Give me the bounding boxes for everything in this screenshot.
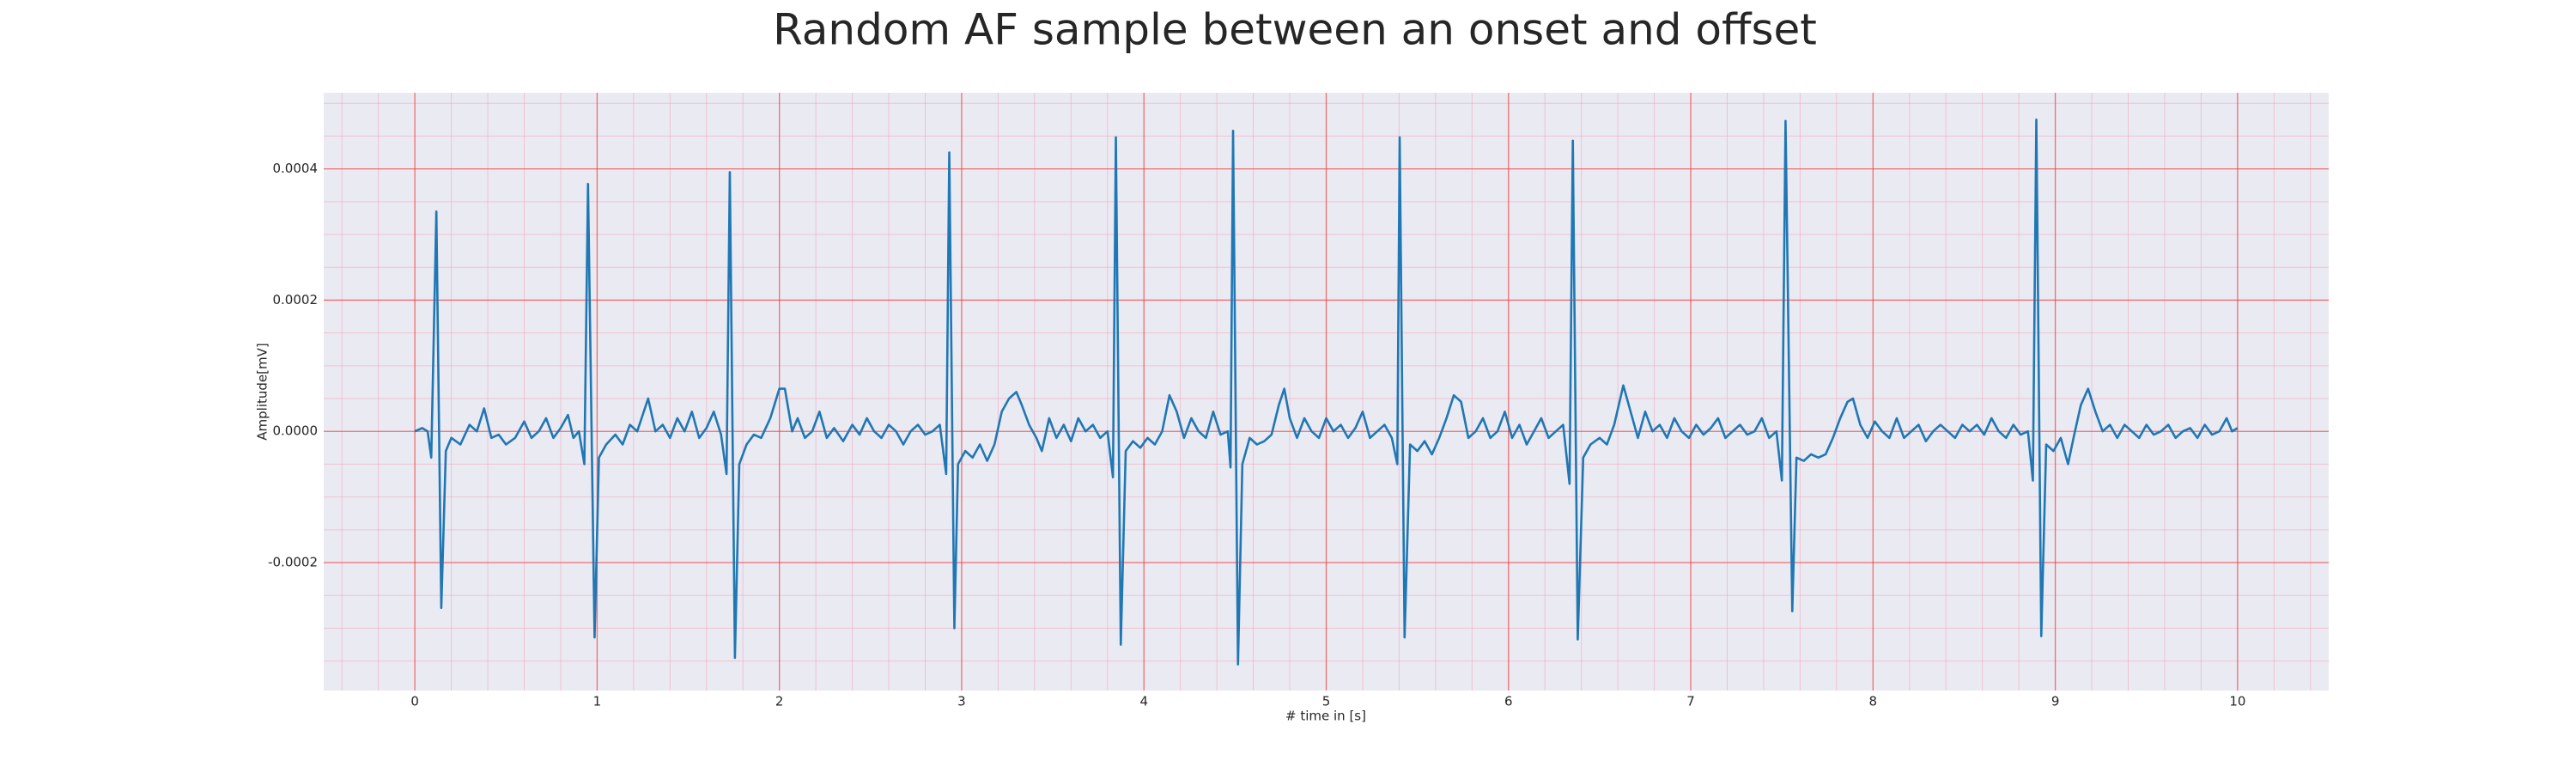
x-tick-label: 4 <box>1139 694 1148 709</box>
grid <box>324 93 2329 691</box>
x-tick-label: 0 <box>410 694 419 709</box>
x-tick-label: 6 <box>1504 694 1513 709</box>
x-tick-label: 8 <box>1869 694 1878 709</box>
y-tick-label: -0.0002 <box>268 555 318 570</box>
y-tick-label: 0.0004 <box>273 161 319 176</box>
y-axis-label: Amplitude[mV] <box>255 343 270 440</box>
x-tick-label: 2 <box>775 694 784 709</box>
tick-labels: 0 1 2 3 4 5 6 7 8 9 10 -0.0002 0.0000 0.0002 0.0004 <box>268 161 2245 709</box>
x-tick-label: 5 <box>1322 694 1331 709</box>
x-tick-label: 9 <box>2051 694 2060 709</box>
x-axis-label: # time in [s] <box>1285 709 1366 724</box>
x-tick-label: 10 <box>2229 694 2245 709</box>
x-tick-label: 7 <box>1686 694 1695 709</box>
x-tick-label: 1 <box>593 694 602 709</box>
signal-line <box>414 119 2239 666</box>
plot-lines <box>414 119 2239 666</box>
chart-title: Random AF sample between an onset and of… <box>773 5 1817 55</box>
y-tick-label: 0.0000 <box>273 423 319 439</box>
x-tick-label: 3 <box>957 694 966 709</box>
y-tick-label: 0.0002 <box>273 292 319 307</box>
